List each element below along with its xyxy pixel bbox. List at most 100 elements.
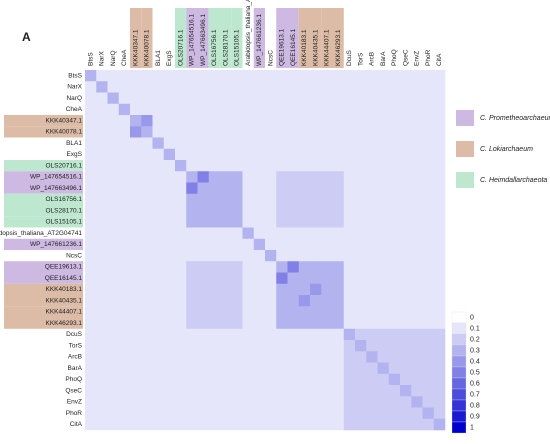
heat-cell <box>310 250 322 262</box>
heat-cell <box>321 182 333 195</box>
heat-cell <box>242 115 255 127</box>
row-label: ArcB <box>68 354 82 361</box>
heat-cell <box>163 126 176 138</box>
heat-cell <box>400 373 412 386</box>
heat-cell <box>343 283 356 296</box>
heat-cell <box>107 306 120 318</box>
heat-cell <box>85 205 97 217</box>
heat-cell <box>276 373 288 386</box>
heat-cell <box>107 396 120 408</box>
heat-cell <box>332 126 345 138</box>
heat-cell <box>85 340 97 352</box>
heat-cell <box>422 81 435 93</box>
heat-cell <box>242 283 255 296</box>
row-label: QEE16145.1 <box>45 275 83 282</box>
heat-cell <box>265 171 277 183</box>
heat-cell <box>388 317 401 330</box>
row-label: KKK46293.1 <box>45 320 82 327</box>
heat-cell <box>400 92 412 105</box>
heat-cell <box>433 70 446 82</box>
heat-cell <box>220 193 232 206</box>
heat-cell <box>366 81 378 93</box>
heat-cell <box>411 261 423 273</box>
heat-cell <box>276 137 288 150</box>
heat-cell <box>107 193 120 206</box>
heat-cell <box>400 396 412 408</box>
heat-cell <box>355 362 367 375</box>
heat-cell <box>287 396 300 408</box>
heat-cell <box>400 306 412 318</box>
heat-cell <box>231 81 243 93</box>
heat-cell <box>321 238 333 251</box>
heat-cell <box>163 385 176 397</box>
heat-cell <box>265 317 277 330</box>
heat-cell <box>411 160 423 172</box>
heat-cell <box>355 328 367 341</box>
heat-cell <box>208 171 221 183</box>
heat-cell <box>118 171 131 183</box>
col-label: DcuS <box>346 49 353 66</box>
heat-cell <box>152 216 165 228</box>
heat-cell <box>377 295 390 307</box>
heat-cell <box>265 250 277 262</box>
heat-cell <box>400 137 412 150</box>
heat-cell <box>242 216 255 228</box>
heat-cell <box>85 272 97 285</box>
heat-cell <box>118 250 131 262</box>
heat-cell <box>175 238 187 251</box>
heat-cell <box>208 351 221 363</box>
heat-cell <box>276 418 288 431</box>
heat-cell <box>107 137 120 150</box>
heat-cell <box>276 205 288 217</box>
heat-cell <box>152 193 165 206</box>
heat-cell <box>141 92 153 105</box>
col-label: ExgS <box>166 50 173 66</box>
heat-cell <box>355 115 367 127</box>
heat-cell <box>343 193 356 206</box>
heat-cell <box>175 396 187 408</box>
heat-cell <box>276 70 288 82</box>
heat-cell <box>152 182 165 195</box>
heat-cell <box>298 137 311 150</box>
heat-cell <box>298 306 311 318</box>
heat-cell <box>96 272 108 285</box>
heat-cell <box>355 373 367 386</box>
heat-cell <box>96 306 108 318</box>
heat-cell <box>163 250 176 262</box>
col-label: BLA1 <box>155 50 162 66</box>
heat-cell <box>355 193 367 206</box>
group-legend-label: C. Heimdallarchaeota <box>480 177 547 184</box>
heat-cell <box>107 205 120 217</box>
col-label-bg <box>175 8 187 68</box>
heat-cell <box>298 171 311 183</box>
heat-cell <box>388 362 401 375</box>
heat-cell <box>321 250 333 262</box>
heat-cell <box>265 362 277 375</box>
heat-cell <box>253 261 266 273</box>
heat-cell <box>242 272 255 285</box>
heat-cell <box>388 216 401 228</box>
heat-cell <box>208 81 221 93</box>
heat-cell <box>186 407 198 420</box>
heat-cell <box>130 373 142 386</box>
heat-cell <box>220 283 232 296</box>
heat-cell <box>242 261 255 273</box>
heat-cell <box>433 182 446 195</box>
heat-cell <box>343 81 356 93</box>
heat-cell <box>141 182 153 195</box>
heat-cell <box>332 171 345 183</box>
heat-cell <box>310 351 322 363</box>
heat-cell <box>287 261 300 273</box>
heat-cell <box>298 103 311 116</box>
colorbar-label: 0.4 <box>470 358 480 365</box>
heat-cell <box>163 317 176 330</box>
heat-cell <box>422 373 435 386</box>
col-label: Arabidopsis_thaliana_AT2G04741 <box>245 0 252 66</box>
heat-cell <box>141 373 153 386</box>
colorbar-label: 0.6 <box>470 380 480 387</box>
heat-cell <box>366 148 378 161</box>
heat-cell <box>422 385 435 397</box>
heat-cell <box>265 115 277 127</box>
heat-cell <box>175 407 187 420</box>
heat-cell <box>107 115 120 127</box>
